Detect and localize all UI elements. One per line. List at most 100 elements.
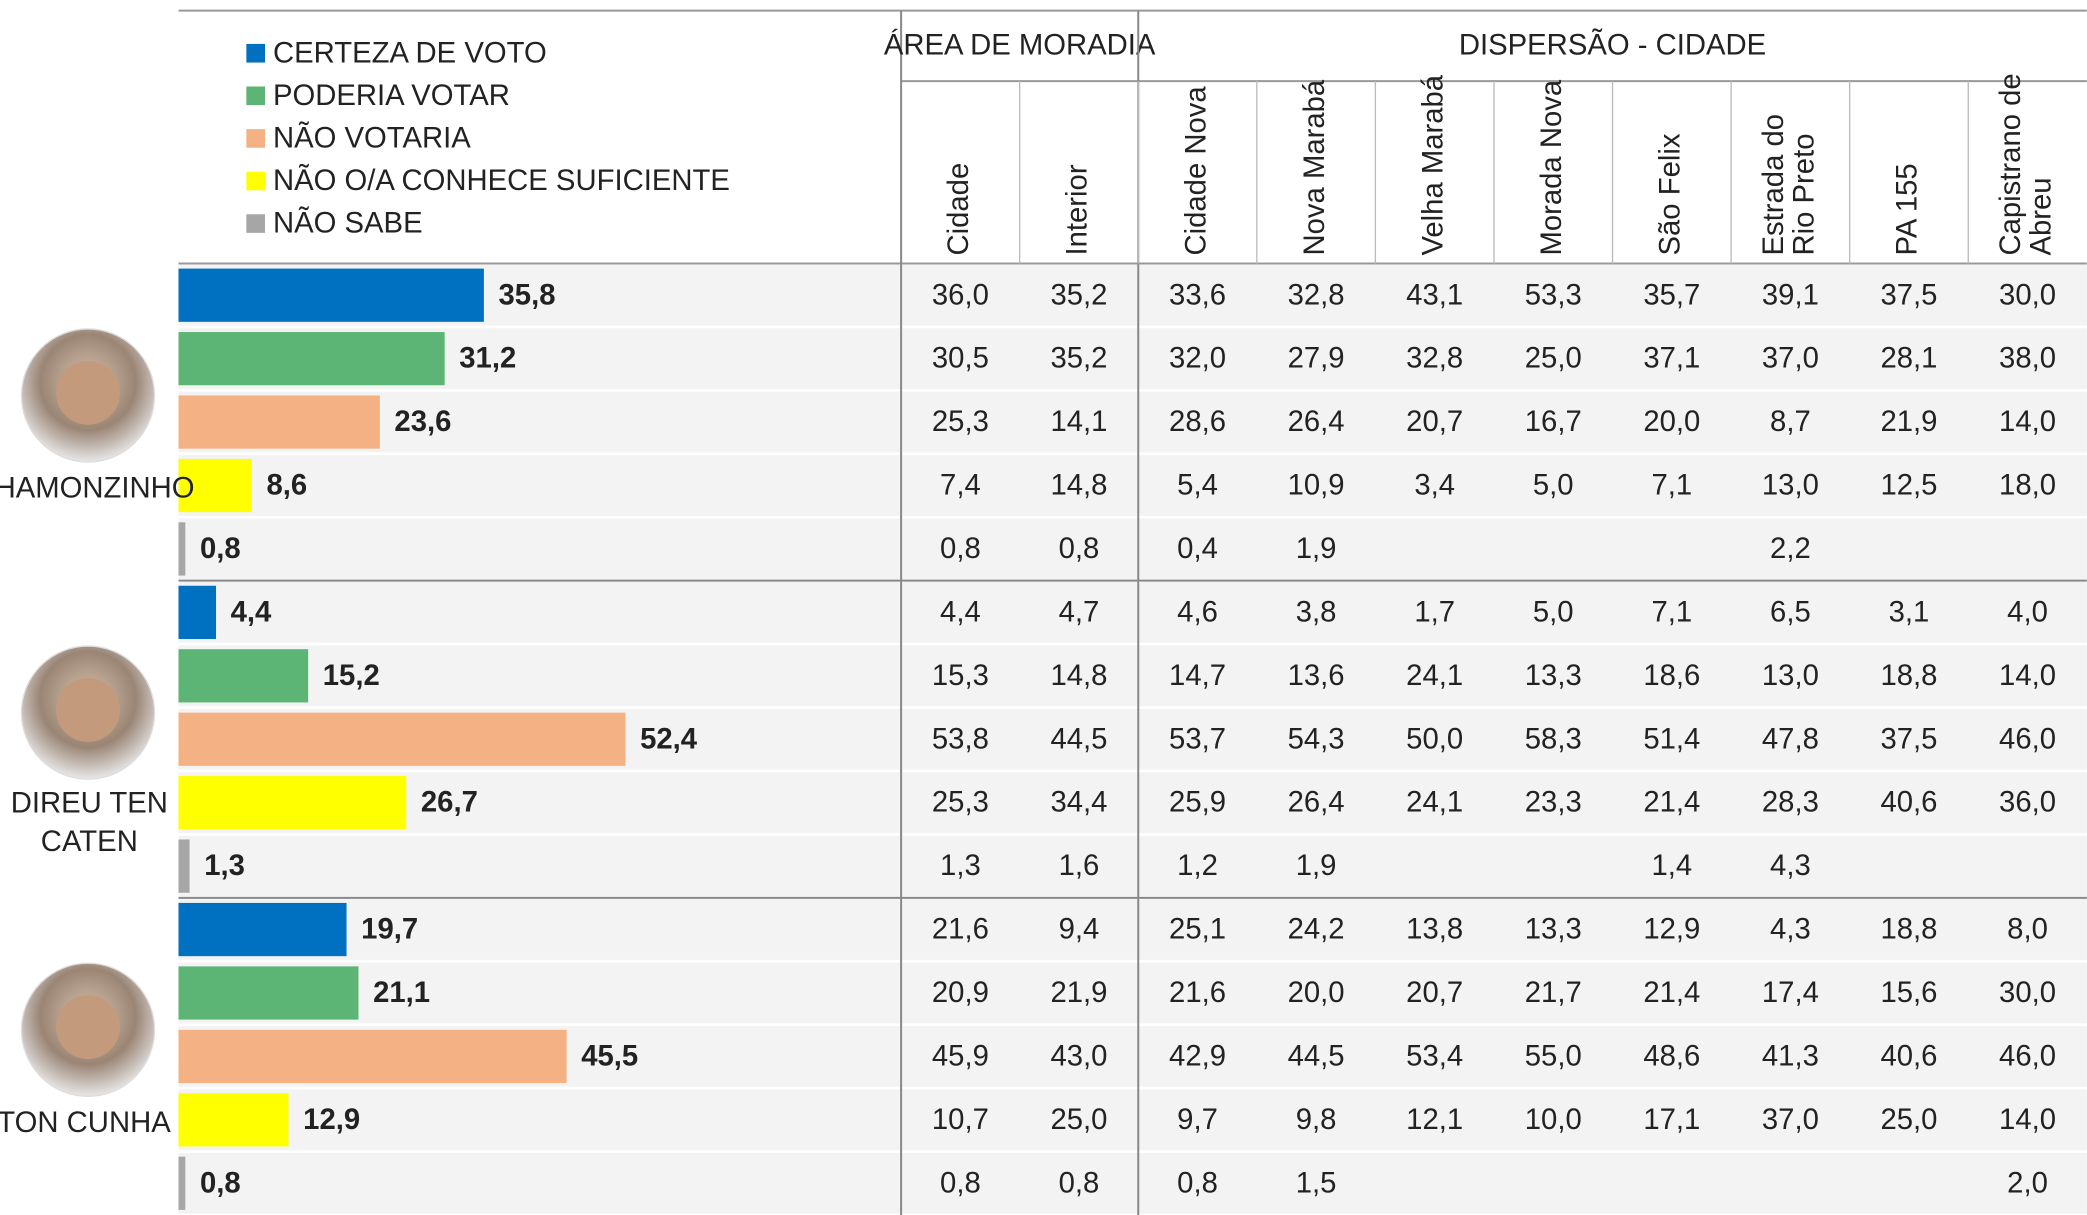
table-cell: 40,6 — [1880, 787, 1937, 819]
legend-label: NÃO O/A CONHECE SUFICIENTE — [273, 163, 730, 197]
table-cell: 44,5 — [1288, 1040, 1345, 1072]
bar-value-label: 26,7 — [421, 787, 478, 819]
legend-swatch — [246, 172, 265, 191]
bar — [178, 1157, 185, 1210]
legend-label: PODERIA VOTAR — [273, 80, 510, 112]
table-cell: 13,3 — [1525, 914, 1582, 946]
table-cell: 0,8 — [940, 533, 981, 565]
table-cell: 14,0 — [1999, 406, 2056, 438]
table-cell: 21,9 — [1050, 977, 1107, 1009]
table-cell: 25,3 — [932, 406, 989, 438]
bar-value-label: 19,7 — [361, 914, 418, 946]
table-cell: 18,8 — [1880, 914, 1937, 946]
table-cell: 38,0 — [1999, 343, 2056, 375]
bar — [178, 649, 308, 702]
table-cell: 55,0 — [1525, 1040, 1582, 1072]
table-cell: 40,6 — [1880, 1040, 1937, 1072]
table-cell: 34,4 — [1050, 787, 1107, 819]
table-cell: 53,7 — [1169, 723, 1226, 755]
bar — [178, 966, 358, 1019]
table-cell: 18,8 — [1880, 660, 1937, 692]
table-cell: 53,3 — [1525, 279, 1582, 311]
candidate-name: TON CUNHA — [0, 1107, 171, 1139]
column-header: Interior — [1062, 164, 1094, 255]
table-cell: 14,8 — [1050, 470, 1107, 502]
column-header: Cidade — [943, 163, 975, 256]
legend-label: CERTEZA DE VOTO — [273, 37, 547, 69]
table-cell: 27,9 — [1288, 343, 1345, 375]
table-cell: 13,3 — [1525, 660, 1582, 692]
table-cell: 51,4 — [1643, 723, 1700, 755]
table-cell: 20,7 — [1406, 977, 1463, 1009]
table-cell: 1,2 — [1177, 850, 1218, 882]
bar-value-label: 15,2 — [323, 660, 380, 692]
bar — [178, 903, 346, 956]
table-cell: 10,7 — [932, 1104, 989, 1136]
table-cell: 58,3 — [1525, 723, 1582, 755]
table-cell: 23,3 — [1525, 787, 1582, 819]
bar-value-label: 0,8 — [200, 533, 241, 565]
table-cell: 24,2 — [1288, 914, 1345, 946]
table-cell: 47,8 — [1762, 723, 1819, 755]
table-cell: 32,0 — [1169, 343, 1226, 375]
bar-value-label: 45,5 — [581, 1040, 638, 1072]
table-cell: 2,2 — [1770, 533, 1811, 565]
table-cell: 32,8 — [1288, 279, 1345, 311]
table-cell: 9,4 — [1059, 914, 1100, 946]
table-cell: 37,5 — [1880, 279, 1937, 311]
table-cell: 20,7 — [1406, 406, 1463, 438]
table-cell: 17,1 — [1643, 1104, 1700, 1136]
table-cell: 7,1 — [1651, 470, 1692, 502]
table-cell: 4,3 — [1770, 914, 1811, 946]
bar — [178, 839, 189, 892]
column-header: PA 155 — [1892, 163, 1924, 255]
bar-value-label: 21,1 — [373, 977, 430, 1009]
table-cell: 21,6 — [1169, 977, 1226, 1009]
table-cell: 28,1 — [1880, 343, 1937, 375]
column-header: Rio Preto — [1788, 134, 1820, 256]
legend-swatch — [246, 129, 265, 148]
table-cell: 53,8 — [932, 723, 989, 755]
table-cell: 24,1 — [1406, 660, 1463, 692]
table-cell: 6,5 — [1770, 596, 1811, 628]
table-cell: 16,7 — [1525, 406, 1582, 438]
table-cell: 54,3 — [1288, 723, 1345, 755]
bar-value-label: 4,4 — [231, 596, 272, 628]
table-cell: 50,0 — [1406, 723, 1463, 755]
bar — [178, 395, 379, 448]
column-header: Nova Marabá — [1299, 79, 1331, 255]
table-cell: 36,0 — [932, 279, 989, 311]
legend-label: NÃO VOTARIA — [273, 120, 471, 154]
bar — [178, 713, 625, 766]
table-cell: 37,0 — [1762, 343, 1819, 375]
table-cell: 1,3 — [940, 850, 981, 882]
table-cell: 13,0 — [1762, 470, 1819, 502]
table-cell: 25,0 — [1050, 1104, 1107, 1136]
bar-value-label: 52,4 — [640, 723, 698, 755]
column-header: Estrada do — [1758, 114, 1790, 256]
table-cell: 1,4 — [1651, 850, 1692, 882]
table-cell: 2,0 — [2007, 1167, 2048, 1199]
table-cell: 4,6 — [1177, 596, 1218, 628]
table-cell: 43,0 — [1050, 1040, 1107, 1072]
candidate-photo-face — [56, 361, 120, 425]
table-cell: 24,1 — [1406, 787, 1463, 819]
table-cell: 30,0 — [1999, 977, 2056, 1009]
table-cell: 46,0 — [1999, 1040, 2056, 1072]
table-cell: 0,8 — [1059, 1167, 1100, 1199]
table-cell: 25,9 — [1169, 787, 1226, 819]
column-header: Cidade Nova — [1180, 86, 1212, 256]
table-cell: 30,0 — [1999, 279, 2056, 311]
table-cell: 21,7 — [1525, 977, 1582, 1009]
table-cell: 5,4 — [1177, 470, 1218, 502]
table-cell: 5,0 — [1533, 596, 1574, 628]
table-cell: 35,2 — [1050, 343, 1107, 375]
table-cell: 48,6 — [1643, 1040, 1700, 1072]
table-cell: 8,0 — [2007, 914, 2048, 946]
table-cell: 1,5 — [1296, 1167, 1337, 1199]
table-cell: 4,4 — [940, 596, 981, 628]
candidate-photo-face — [56, 678, 120, 742]
table-cell: 42,9 — [1169, 1040, 1226, 1072]
table-cell: 21,4 — [1643, 977, 1700, 1009]
table-cell: 33,6 — [1169, 279, 1226, 311]
